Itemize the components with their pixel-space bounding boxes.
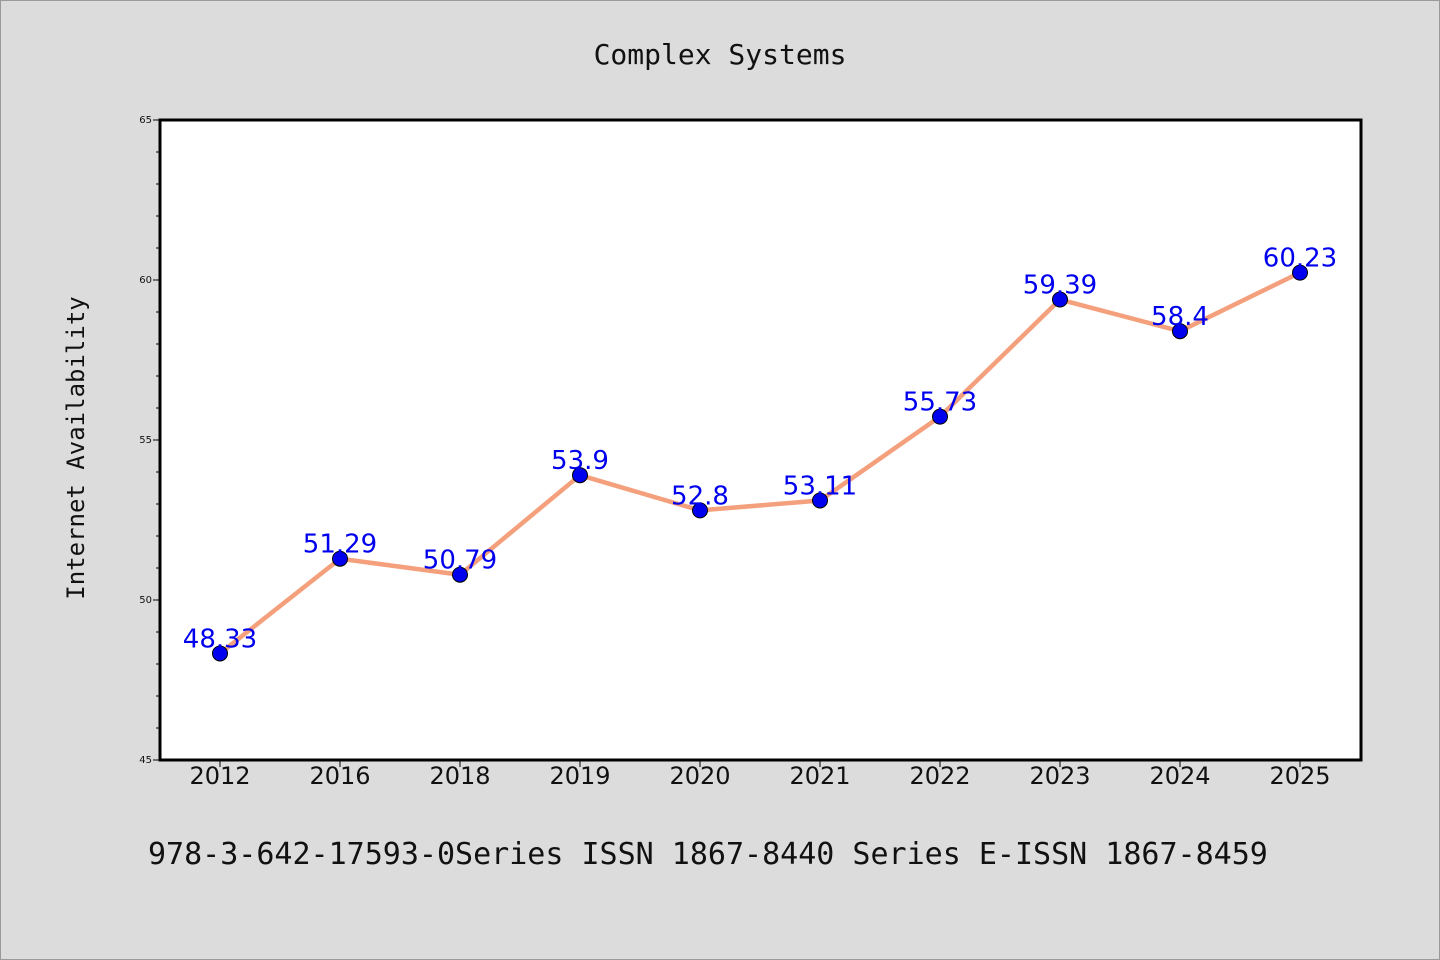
y-tick-label: 55 [139,435,152,446]
chart-title: Complex Systems [594,38,847,71]
data-label: 59.39 [1023,271,1097,301]
y-axis-label: Internet Availability [62,296,90,599]
data-point [572,467,588,484]
x-tick-label: 2021 [789,762,850,790]
x-tick-label: 2020 [669,762,730,790]
series-line [217,270,1303,656]
x-tick-label: 2025 [1269,762,1330,790]
footer-text: 978-3-642-17593-0Series ISSN 1867-8440 S… [148,837,1268,872]
data-label: 52.8 [671,481,729,511]
series-markers [212,264,1308,662]
data-label: 53.9 [551,446,609,476]
data-label: 48.33 [183,624,257,654]
y-tick-label: 65 [139,115,152,126]
data-label: 55.73 [903,388,977,418]
y-tick-label: 50 [139,595,152,606]
data-label: 53.11 [783,471,857,501]
data-point [692,502,708,519]
data-point [812,492,828,509]
y-tick-label: 60 [139,275,152,286]
x-tick-label: 2022 [909,762,970,790]
data-point [452,566,468,583]
x-tick-label: 2012 [189,762,250,790]
x-tick-label: 2018 [429,762,490,790]
data-point [212,645,228,662]
x-tick-labels: 2012 2016 2018 2019 2020 2021 2022 2023 2024 2025 [189,762,1330,790]
x-tick-label: 2016 [309,762,370,790]
x-tick-label: 2023 [1029,762,1090,790]
data-point [1052,291,1068,308]
data-point [932,408,948,425]
plot-area [160,120,1361,760]
data-label: 51.29 [303,530,377,560]
x-tick-label: 2024 [1149,762,1210,790]
data-label: 58.4 [1151,302,1209,332]
plot-frame [158,118,1363,762]
x-tick-label: 2019 [549,762,610,790]
y-tick-label: 45 [139,755,152,766]
data-point [332,550,348,567]
y-tick-labels: 45 50 55 60 65 [139,115,152,766]
data-label: 50.79 [423,546,497,576]
data-point [1292,264,1308,281]
series-line-layer [217,270,1303,656]
data-point [1172,323,1188,340]
data-labels: 48.33 51.29 50.79 53.9 52.8 53.11 55.73 59.39 58… [183,244,1337,655]
data-label: 60.23 [1263,244,1337,274]
